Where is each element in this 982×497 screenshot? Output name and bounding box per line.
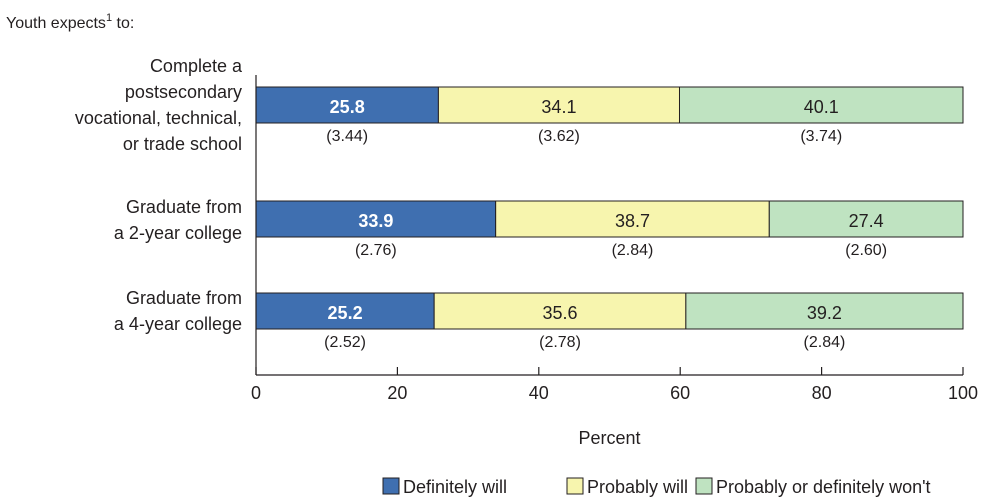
data-label: 34.1	[541, 97, 576, 117]
legend-swatch	[566, 477, 584, 495]
data-label: 39.2	[807, 303, 842, 323]
chart-header-suffix: to:	[112, 15, 134, 32]
data-label: 33.9	[358, 211, 393, 231]
legend-swatch	[695, 477, 713, 495]
category-label: Complete a postsecondary vocational, techn…	[75, 56, 243, 154]
legend-label: Definitely will	[403, 477, 507, 497]
bar-segment	[437, 86, 680, 124]
legend-item: Definitely will	[382, 477, 507, 497]
category-label-line: or trade school	[123, 134, 242, 154]
category-label: Graduate from a 2-year college	[114, 197, 242, 243]
chart-header-text: Youth expects	[6, 15, 106, 32]
data-label: 25.8	[330, 97, 365, 117]
data-label: 35.6	[542, 303, 577, 323]
category-label-line: Graduate from	[126, 288, 242, 308]
legend-item: Probably or definitely won't	[695, 477, 931, 497]
category-label-line: Graduate from	[126, 197, 242, 217]
standard-error-label: (2.84)	[804, 334, 846, 351]
standard-error-label: (2.60)	[845, 242, 887, 259]
legend-label: Probably will	[587, 477, 688, 497]
category-label-line: a 2-year college	[114, 223, 242, 243]
x-tick-label: 0	[251, 383, 261, 403]
x-tick-label: 100	[948, 383, 978, 403]
data-label: 27.4	[849, 211, 884, 231]
category-label: Graduate from a 4-year college	[114, 288, 242, 334]
legend-swatch	[382, 477, 400, 495]
bar-segment	[255, 292, 435, 330]
standard-error-label: (2.84)	[612, 242, 654, 259]
standard-error-label: (3.44)	[326, 128, 368, 145]
bar-segment	[433, 292, 687, 330]
bar-segment	[495, 200, 770, 238]
legend-label: Probably or definitely won't	[716, 477, 931, 497]
category-label-line: vocational, technical,	[75, 108, 242, 128]
bars-layer: Complete a postsecondary vocational, techn…	[75, 56, 964, 351]
data-label: 38.7	[615, 211, 650, 231]
x-tick-label: 60	[670, 383, 690, 403]
bar-segment	[768, 200, 964, 238]
category-label-line: postsecondary	[125, 82, 242, 102]
standard-error-label: (3.62)	[538, 128, 580, 145]
chart-header: Youth expects1 to:	[6, 12, 134, 32]
category-label-line: Complete a	[150, 56, 243, 76]
bar-segment	[255, 200, 497, 238]
x-tick-label: 80	[812, 383, 832, 403]
bar-segment	[255, 86, 439, 124]
standard-error-label: (3.74)	[800, 128, 842, 145]
data-label: 25.2	[328, 303, 363, 323]
x-axis: 0 20 40 60 80 100 Percent	[251, 75, 978, 448]
x-axis-title: Percent	[578, 428, 640, 448]
bar-segment	[685, 292, 964, 330]
legend-item: Probably will	[566, 477, 688, 497]
chart-header-superscript: 1	[106, 12, 112, 24]
x-tick-label: 40	[529, 383, 549, 403]
x-tick-label: 20	[387, 383, 407, 403]
bar-segment	[678, 86, 964, 124]
category-label-line: a 4-year college	[114, 314, 242, 334]
standard-error-label: (2.78)	[539, 334, 581, 351]
data-label: 40.1	[804, 97, 839, 117]
legend: Definitely will Probably will Probably or …	[382, 477, 931, 497]
standard-error-label: (2.76)	[355, 242, 397, 259]
standard-error-label: (2.52)	[324, 334, 366, 351]
